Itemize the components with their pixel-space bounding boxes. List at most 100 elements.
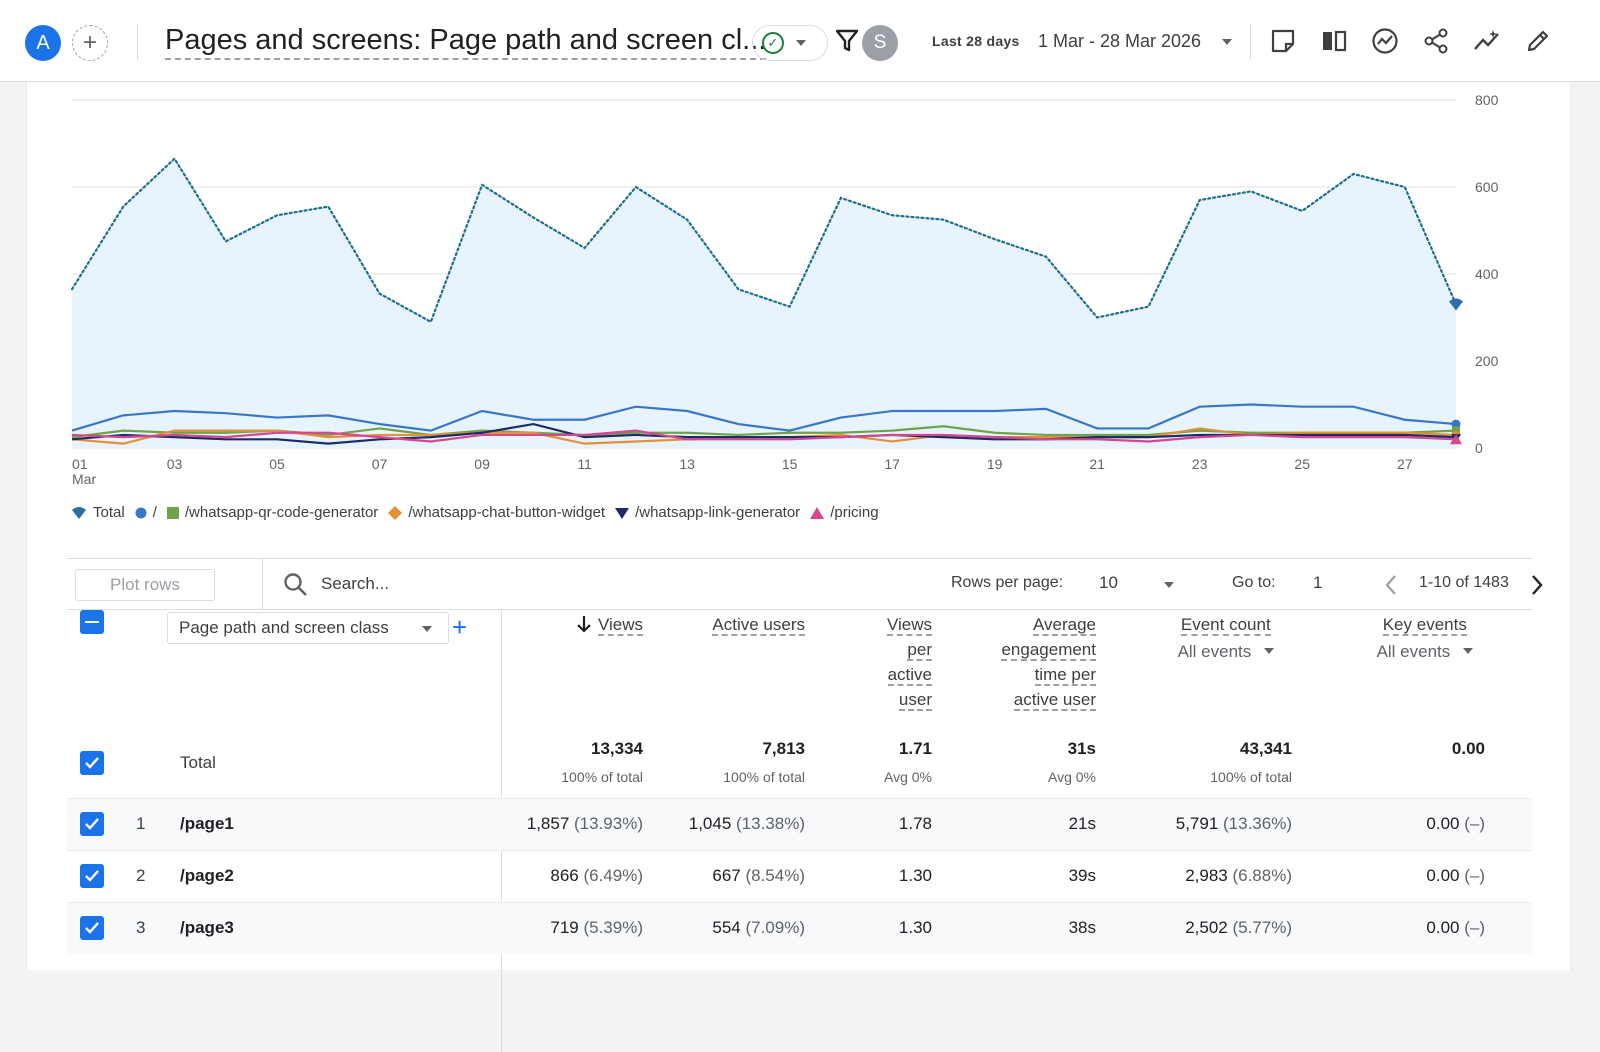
table-row[interactable] — [67, 902, 1532, 954]
x-tick-label: 05 — [269, 456, 285, 472]
column-header-views-per-user[interactable]: Views per active user — [886, 615, 932, 711]
pagination-text: 1-10 of 1483 — [1419, 574, 1509, 591]
go-to-input[interactable]: 1 — [1313, 573, 1323, 592]
chevron-right-icon[interactable] — [1529, 573, 1545, 597]
row-checkbox[interactable] — [80, 864, 104, 888]
row-engagement-time: 21s — [1068, 814, 1096, 833]
x-tick-label: 23 — [1192, 456, 1208, 472]
row-page-path[interactable]: /page2 — [180, 866, 234, 885]
dimension-select-label: Page path and screen class — [179, 618, 389, 637]
x-tick-label: 15 — [782, 456, 798, 472]
filter-icon[interactable] — [835, 28, 859, 54]
segment-avatar[interactable]: S — [862, 25, 898, 61]
report-status-dropdown[interactable]: ✓ — [752, 25, 828, 61]
row-views: 1,857 (13.93%) — [526, 814, 643, 833]
chevron-down-icon — [1463, 648, 1473, 654]
checkmark-icon — [85, 818, 99, 830]
series-line-pricing — [71, 429, 1457, 443]
add-comparison-button[interactable]: + — [72, 25, 108, 61]
legend-item[interactable]: /whatsapp-qr-code-generator — [166, 504, 379, 521]
row-views-per-user: 1.78 — [898, 814, 932, 833]
total-users-sub: 100% of total — [723, 769, 805, 785]
notes-icon[interactable] — [1266, 24, 1300, 58]
plot-rows-button[interactable]: Plot rows — [75, 569, 215, 601]
x-tick-label: 27 — [1397, 456, 1413, 472]
x-tick-label: 07 — [372, 456, 388, 472]
search-input[interactable] — [321, 571, 621, 597]
checkmark-icon — [85, 922, 99, 934]
row-key-events: 0.00 (–) — [1426, 918, 1485, 937]
total-views-per-user: 1.71 — [898, 739, 932, 758]
x-tick-label: 19 — [987, 456, 1003, 472]
chevron-down-icon[interactable] — [1164, 582, 1174, 588]
pricing-end-marker — [1450, 434, 1462, 445]
total-label: Total — [180, 753, 216, 772]
chevron-down-icon — [422, 626, 432, 632]
x-axis-month-label: Mar — [72, 471, 96, 487]
rows-per-page-select[interactable]: 10 — [1099, 573, 1118, 592]
total-users: 7,813 — [762, 739, 805, 758]
row-page-path[interactable]: /page3 — [180, 918, 234, 937]
row-number: 2 — [136, 866, 146, 885]
divider — [262, 559, 263, 609]
chevron-down-icon — [1264, 648, 1274, 654]
legend-item[interactable]: /pricing — [810, 504, 879, 521]
key-event-filter-select[interactable]: All events — [1377, 639, 1473, 664]
legend-item[interactable]: /whatsapp-link-generator — [615, 504, 800, 521]
triangle-down-legend-icon — [615, 507, 630, 519]
event-filter-select[interactable]: All events — [1178, 639, 1274, 664]
row-event-count: 2,502 (5.77%) — [1185, 918, 1292, 937]
row-checkbox[interactable] — [80, 916, 104, 940]
add-dimension-button[interactable]: + — [452, 612, 468, 642]
row-checkbox[interactable] — [80, 812, 104, 836]
edit-icon[interactable] — [1521, 24, 1555, 58]
total-legend-icon — [71, 506, 87, 520]
y-tick-label: 400 — [1475, 266, 1499, 282]
column-header-engagement-time[interactable]: Average engagement time per active user — [1001, 615, 1096, 711]
y-tick-label: 200 — [1475, 353, 1499, 369]
row-number: 3 — [136, 918, 146, 937]
column-header-key-events[interactable]: Key events All events — [1377, 612, 1473, 664]
legend-label: /whatsapp-chat-button-widget — [408, 504, 606, 521]
row-active-users: 554 (7.09%) — [712, 918, 805, 937]
chevron-down-icon[interactable] — [1222, 39, 1232, 45]
table-row[interactable] — [67, 850, 1532, 902]
legend-item[interactable]: Total — [71, 504, 125, 521]
compare-icon[interactable] — [1317, 24, 1351, 58]
dimension-select[interactable]: Page path and screen class — [167, 612, 449, 644]
circle-legend-icon — [135, 507, 147, 519]
total-event-count: 43,341 — [1240, 739, 1292, 758]
total-checkbox[interactable] — [80, 751, 104, 775]
y-tick-label: 800 — [1475, 92, 1499, 108]
table-toolbar: Plot rows Rows per page: 10 Go to: 1 1-1… — [67, 558, 1543, 610]
row-page-path[interactable]: /page1 — [180, 814, 234, 833]
top-bar: A + Pages and screens: Page path and scr… — [0, 0, 1600, 82]
row-views: 719 (5.39%) — [550, 918, 643, 937]
column-header-active-users[interactable]: Active users — [712, 615, 805, 636]
legend-item[interactable]: /whatsapp-chat-button-widget — [388, 504, 605, 521]
series-line- — [71, 403, 1457, 432]
search-icon — [284, 573, 307, 596]
column-header-event-count[interactable]: Event count All events — [1178, 612, 1274, 664]
checkmark-icon — [85, 757, 99, 769]
report-card: 0 200 400 600 800 01 03 05 07 09 11 13 15 17 19 21 23 25 2… — [26, 82, 1571, 1052]
total-engagement-time: 31s — [1067, 739, 1096, 758]
legend-label: /whatsapp-qr-code-generator — [184, 504, 379, 521]
column-header-views[interactable]: Views — [576, 612, 643, 637]
account-avatar[interactable]: A — [25, 25, 61, 61]
date-range-label[interactable]: Last 28 days — [932, 33, 1020, 49]
series-line-Total — [70, 157, 1458, 324]
insights-icon[interactable] — [1368, 24, 1402, 58]
y-tick-label: 600 — [1475, 179, 1499, 195]
legend-label: Total — [93, 504, 125, 521]
date-range-value[interactable]: 1 Mar - 28 Mar 2026 — [1038, 31, 1202, 51]
report-title[interactable]: Pages and screens: Page path and screen … — [165, 22, 767, 60]
check-circle-icon: ✓ — [762, 32, 784, 54]
row-active-users: 1,045 (13.38%) — [688, 814, 805, 833]
table-row[interactable] — [67, 798, 1532, 850]
sparkline-icon[interactable] — [1470, 24, 1504, 58]
select-all-checkbox[interactable] — [80, 610, 104, 634]
share-icon[interactable] — [1419, 24, 1453, 58]
legend-item[interactable]: / — [135, 504, 157, 521]
chevron-left-icon[interactable] — [1383, 573, 1399, 597]
